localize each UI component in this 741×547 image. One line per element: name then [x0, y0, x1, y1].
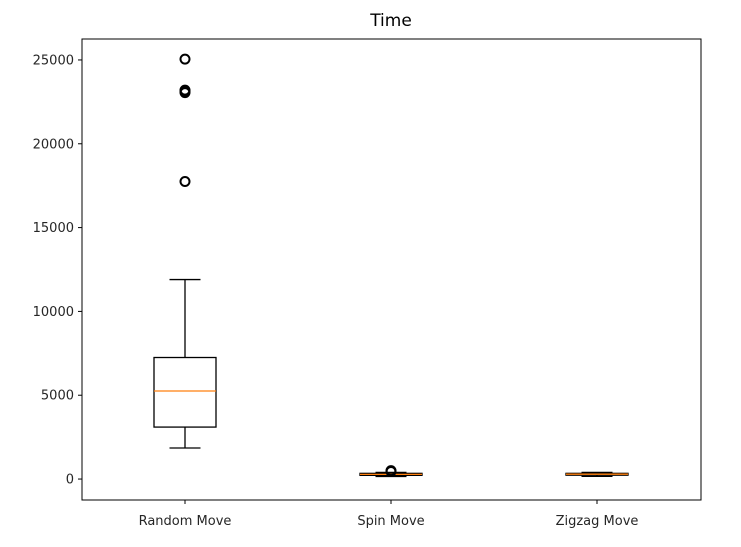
box-3 — [565, 471, 629, 478]
y-tick-label: 25000 — [33, 53, 74, 68]
y-axis: 0 5000 10000 15000 20000 25000 — [33, 53, 82, 488]
outlier-point — [385, 465, 397, 477]
y-tick-label: 5000 — [41, 389, 74, 404]
x-tick-label: Spin Move — [357, 514, 424, 529]
box-1 — [153, 53, 217, 449]
outlier-point — [179, 84, 191, 96]
box-2 — [359, 465, 423, 478]
iqr-box — [153, 356, 217, 428]
y-tick-label: 15000 — [33, 221, 74, 236]
boxes-group — [153, 53, 629, 478]
y-tick-label: 20000 — [33, 137, 74, 152]
outlier-point — [179, 53, 191, 65]
x-tick-label: Zigzag Move — [556, 514, 639, 529]
x-axis: Random Move Spin Move Zigzag Move — [139, 500, 639, 529]
chart-title: Time — [369, 11, 412, 31]
x-tick-label: Random Move — [139, 514, 232, 529]
outlier-point — [179, 175, 191, 187]
y-tick-label: 0 — [66, 473, 74, 488]
plot-area-frame — [81, 38, 702, 501]
y-tick-label: 10000 — [33, 305, 74, 320]
